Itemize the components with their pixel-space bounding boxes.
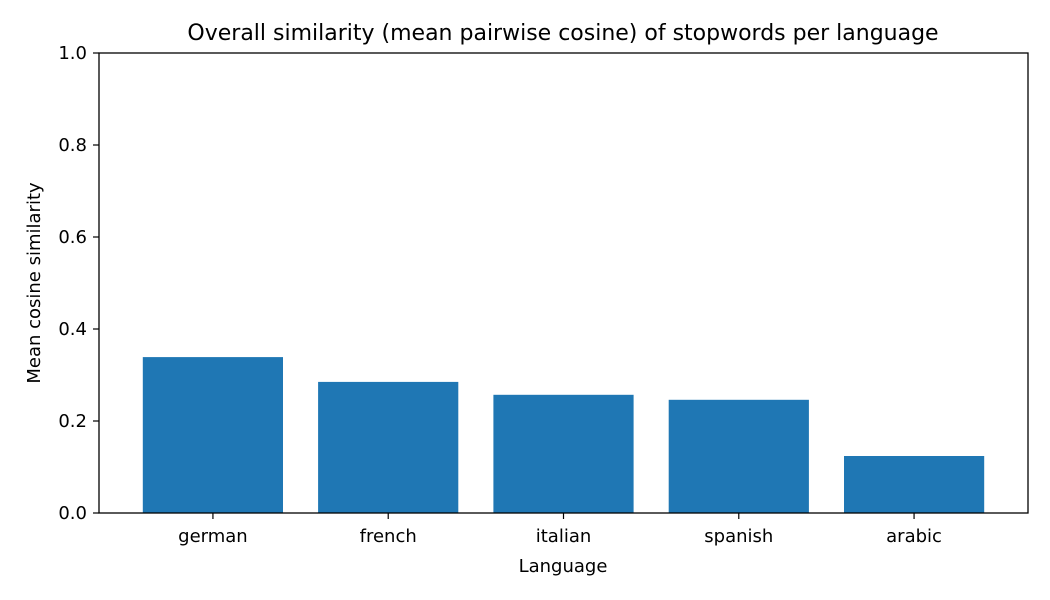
- x-tick-label: spanish: [704, 526, 773, 547]
- bars-group: [142, 357, 985, 513]
- y-tick-label: 0.0: [58, 503, 87, 524]
- y-axis-label: Mean cosine similarity: [24, 182, 45, 384]
- y-tick-label: 1.0: [58, 43, 87, 64]
- bar-french: [318, 381, 459, 513]
- y-axis: 0.0 0.2 0.4 0.6 0.8 1.0: [58, 43, 99, 524]
- x-tick-label: arabic: [886, 526, 942, 547]
- y-tick-label: 0.6: [58, 227, 87, 248]
- x-tick-label: french: [360, 526, 417, 547]
- bar-spanish: [668, 399, 809, 513]
- y-tick-label: 0.4: [58, 319, 87, 340]
- x-tick-label: italian: [536, 526, 592, 547]
- x-axis-label: Language: [519, 556, 608, 577]
- bar-arabic: [844, 456, 985, 513]
- chart-title: Overall similarity (mean pairwise cosine…: [187, 21, 938, 46]
- y-tick-label: 0.2: [58, 411, 87, 432]
- y-tick-label: 0.8: [58, 135, 87, 156]
- bar-italian: [493, 394, 634, 513]
- x-axis: german french italian spanish arabic: [178, 513, 942, 547]
- bar-german: [142, 357, 283, 513]
- x-tick-label: german: [178, 526, 248, 547]
